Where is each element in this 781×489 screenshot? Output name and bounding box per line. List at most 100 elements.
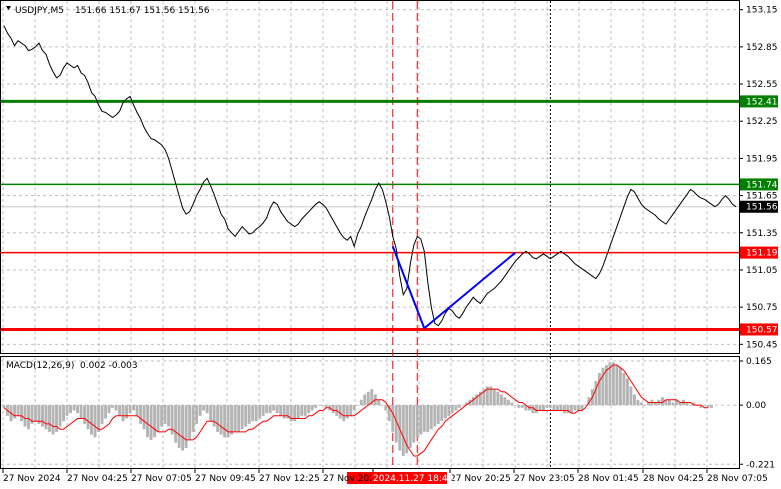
macd-histogram-bar [272,405,276,411]
price-tick-label: 151.65 [746,192,778,202]
macd-histogram-bar [611,362,615,406]
price-tick-label: 150.45 [746,340,778,350]
macd-histogram-bar [625,378,629,406]
level-tag-label: 151.19 [746,249,778,259]
macd-histogram-bar [324,405,328,408]
macd-tick-label: 0.165 [746,357,772,367]
level-tag [740,246,778,259]
macd-histogram-bar [629,386,633,406]
macd-histogram-bar [153,405,157,438]
macd-axis[interactable]: 0.165 0.00 -0.221 [739,357,775,470]
macd-histogram-bar [699,405,703,408]
macd-histogram-bar [608,362,612,406]
macd-histogram-bar [219,405,223,435]
macd-histogram-bar [492,389,496,406]
macd-histogram-bar [604,365,608,406]
macd-histogram-bar [685,402,689,406]
time-highlight-tag [371,472,447,484]
macd-histogram-bar [307,405,311,414]
macd-histogram-bar [405,405,409,454]
level-tag-label: 150.57 [746,325,778,335]
macd-histogram-bar [706,405,710,408]
time-tick-label: 28 Nov 07:05 [707,474,768,484]
macd-histogram-bar [636,399,640,406]
level-tag-label: 152.41 [746,97,778,107]
macd-histogram-bar [247,405,251,424]
macd-tick-label: 0.00 [746,401,766,411]
macd-histogram-bar [62,405,65,422]
macd-histogram-bar [23,405,27,427]
macd-histogram-bar [251,405,255,422]
macd-histogram-bar [531,405,535,414]
current-price-label: 151.56 [746,203,778,213]
macd-histogram-bar [300,405,304,416]
trend-lines [391,246,516,329]
grid-lines [1,1,739,468]
macd-histogram-bar [258,405,262,419]
macd-histogram-bar [114,405,118,411]
macd-histogram-bar [331,405,335,414]
macd-histogram-bar [76,405,80,414]
macd-histogram-bar [205,405,209,414]
price-axis[interactable]: 153.15152.85152.55152.25151.95151.65151.… [739,6,778,351]
macd-histogram-bar [534,405,538,414]
macd-histogram-bar [20,405,23,422]
macd-histogram-bar [212,405,216,427]
macd-histogram-bar [286,405,290,419]
macd-histogram-bar [118,405,122,416]
macd-histogram-bar [643,405,647,406]
macd-histogram-bar [506,399,510,406]
macd-histogram-bar [314,405,318,408]
macd-histogram-bar [261,405,265,416]
macd-histogram-bar [90,405,94,435]
macd-histogram-bar [51,405,55,435]
macd-histogram-bar [13,405,16,419]
macd-histogram-bar [139,405,143,424]
macd-histogram-bar [198,405,202,416]
macd-histogram-bar [233,405,237,432]
macd-histogram-bar [69,405,72,414]
macd-histogram-bar [317,405,321,406]
macd-tick-label: -0.221 [746,460,775,470]
macd-histogram-bar [279,405,283,416]
macd-histogram-bar [573,405,577,411]
macd-histogram-bar [2,405,6,408]
macd-histogram-bar [97,405,101,432]
macd-histogram-bar [632,394,636,406]
macd-histogram-bar [646,402,650,406]
time-tick-label: 27 Nov 12:25 [259,474,320,484]
macd-histogram-bar [370,389,374,406]
price-line [3,25,737,327]
macd-histogram-bar [86,405,90,430]
macd-histogram-bar [412,405,416,443]
macd-histogram-bar [639,402,643,406]
macd-histogram-bar [349,405,353,416]
macd-histogram-bar [580,405,584,411]
price-tick-label: 150.75 [746,303,778,313]
macd-label: MACD(12,26,9) [6,361,74,371]
macd-histogram-bar [359,399,363,406]
macd-histogram-bar [223,405,227,438]
level-tag [740,323,778,336]
macd-histogram-bar [265,405,269,414]
macd-histogram-bar [37,405,41,424]
macd-histogram-bar [296,405,300,419]
macd-histogram-bar [524,405,528,411]
vertical-markers [392,1,551,468]
macd-histogram-bar [275,405,279,414]
macd-histogram-bar [27,405,30,430]
trend-line [423,251,516,329]
macd-histogram-bar [289,405,293,422]
price-tick-label: 152.85 [746,43,778,53]
macd-histogram-bar [471,397,475,406]
level-tag [740,178,778,191]
macd-histogram-bar [135,405,139,416]
macd-histogram-bar [163,405,167,424]
chart-menu-icon[interactable] [6,6,11,10]
time-axis[interactable]: 27 Nov 2024 27 Nov 04:25 27 Nov 07:05 27 No… [2,469,768,484]
macd-histogram-bar [167,405,171,427]
macd-histogram-bar [450,405,454,414]
macd-histogram-bar [121,405,125,422]
